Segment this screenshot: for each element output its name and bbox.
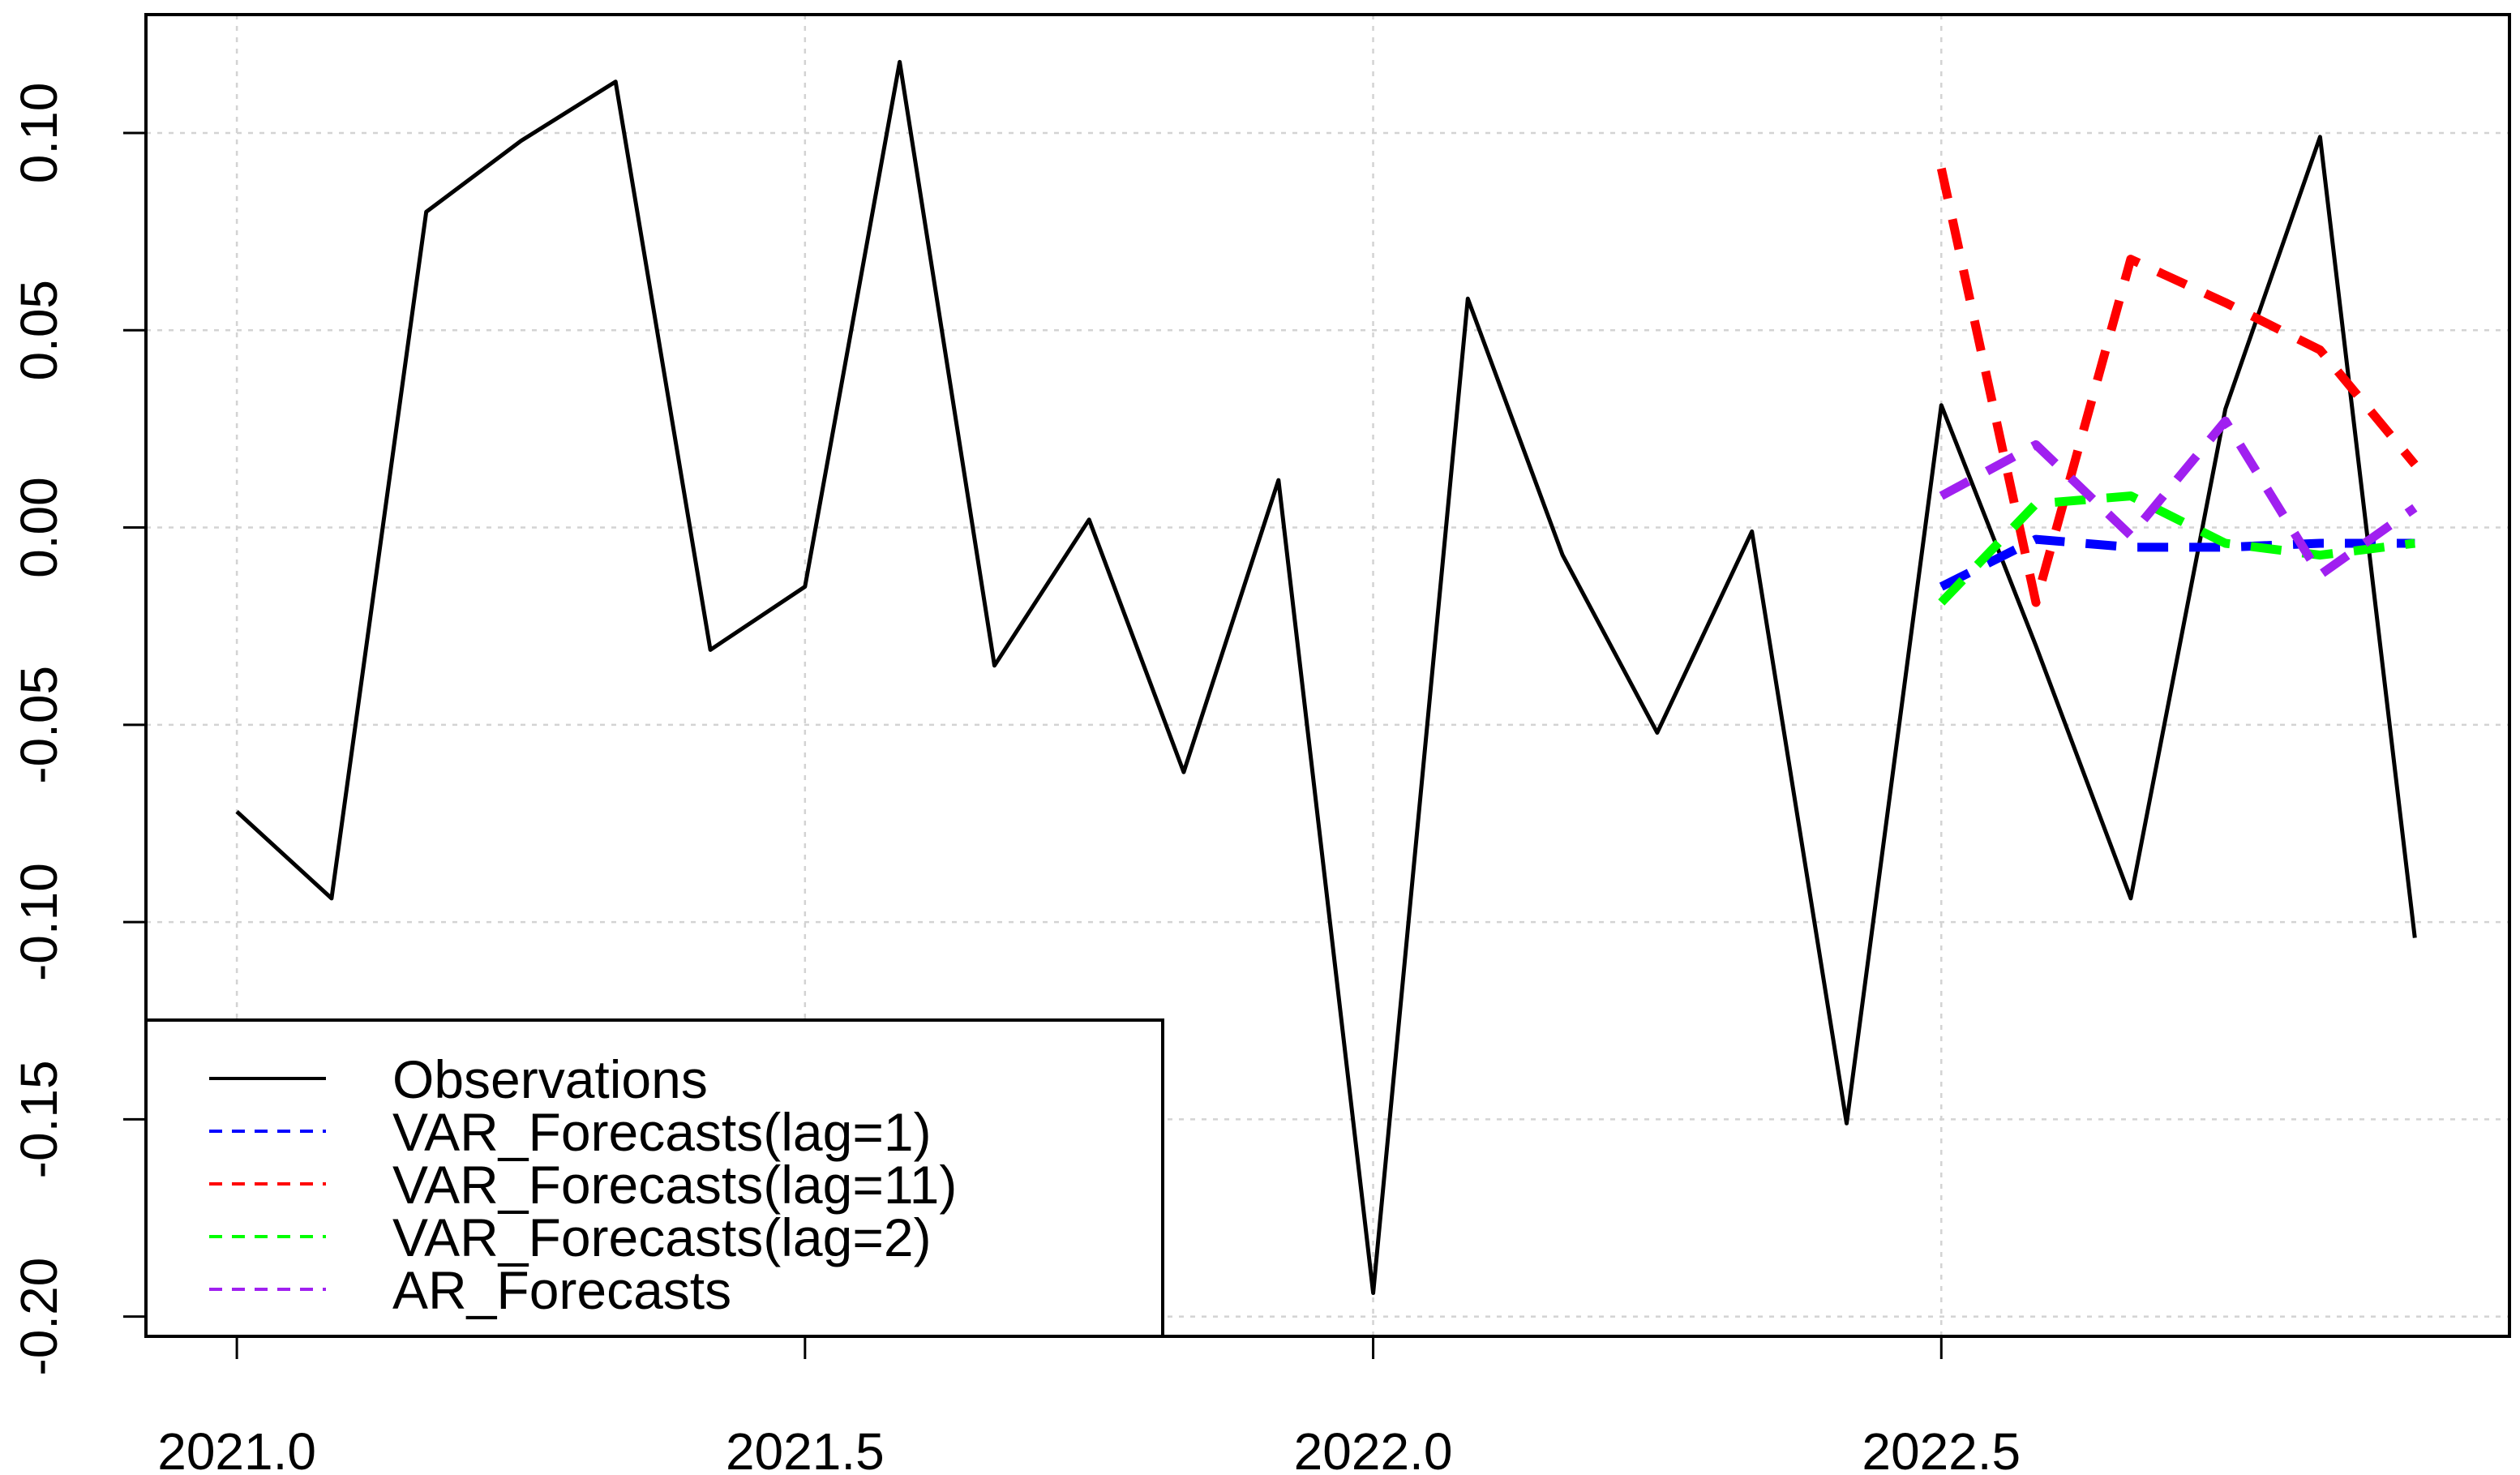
y-tick-label: -0.15 [10,1060,68,1178]
y-tick-label: -0.20 [10,1258,68,1376]
y-tick-label: 0.05 [10,280,68,381]
y-axis: 0.10 0.05 0.00 -0.05 -0.10 -0.15 -0.20 [10,83,146,1376]
y-tick-label: 0.00 [10,477,68,578]
legend-label: VAR_Forecasts(lag=11) [392,1155,957,1215]
y-tick-label: -0.05 [10,666,68,784]
series-line-ar-forecasts [1939,416,2418,580]
legend-label: VAR_Forecasts(lag=1) [392,1102,932,1162]
x-axis: 2021.0 2021.5 2022.0 2022.5 [157,1336,2021,1475]
x-tick-label: 2021.5 [726,1422,885,1475]
legend-label: AR_Forecasts [392,1260,731,1320]
series-line-var-forecasts-lag-2 [1938,491,2415,606]
x-tick-label: 2021.0 [157,1422,316,1475]
legend: ObservationsVAR_Forecasts(lag=1)VAR_Fore… [144,1018,1164,1338]
x-tick-label: 2022.0 [1294,1422,1453,1475]
legend-label: Observations [392,1049,708,1109]
x-tick-label: 2022.5 [1862,1422,2021,1475]
series-line-var-forecasts-lag-11 [1936,167,2419,607]
y-tick-label: 0.10 [10,83,68,184]
y-tick-label: -0.10 [10,863,68,981]
legend-label: VAR_Forecasts(lag=2) [392,1207,932,1267]
plot-frame [144,13,2511,1338]
series-line-observations [235,59,2417,1295]
grid-lines [146,15,2509,1336]
series-lines [235,59,2419,1295]
